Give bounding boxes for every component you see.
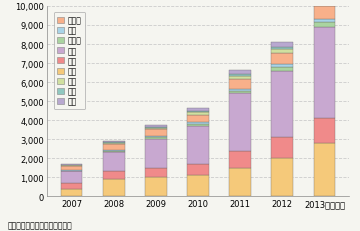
Bar — [60, 170, 82, 171]
Bar — [60, 171, 82, 172]
Bar — [229, 71, 251, 75]
Bar — [145, 138, 167, 140]
Bar — [145, 177, 167, 196]
Bar — [145, 127, 167, 128]
Bar — [60, 172, 82, 183]
Bar — [103, 142, 125, 143]
Bar — [187, 123, 209, 124]
Bar — [271, 67, 293, 71]
Bar — [314, 2, 336, 7]
Bar — [271, 48, 293, 49]
Bar — [103, 153, 125, 172]
Bar — [229, 91, 251, 94]
Bar — [187, 112, 209, 113]
Bar — [103, 145, 125, 150]
Bar — [314, 23, 336, 28]
Bar — [103, 172, 125, 179]
Bar — [187, 124, 209, 126]
Bar — [229, 80, 251, 89]
Bar — [229, 75, 251, 76]
Bar — [314, 119, 336, 143]
Bar — [60, 166, 82, 170]
Bar — [60, 189, 82, 196]
Bar — [314, 143, 336, 196]
Bar — [145, 130, 167, 137]
Bar — [60, 165, 82, 166]
Bar — [271, 54, 293, 65]
Bar — [145, 168, 167, 177]
Bar — [229, 76, 251, 80]
Bar — [271, 65, 293, 67]
Bar — [187, 164, 209, 176]
Bar — [271, 138, 293, 158]
Bar — [271, 43, 293, 48]
Text: 資料：大阪商工会議所より提供: 資料：大阪商工会議所より提供 — [7, 221, 72, 230]
Bar — [187, 176, 209, 196]
Bar — [314, 20, 336, 23]
Bar — [103, 150, 125, 151]
Bar — [187, 109, 209, 112]
Bar — [314, 28, 336, 119]
Bar — [145, 125, 167, 127]
Bar — [271, 49, 293, 54]
Bar — [60, 183, 82, 189]
Bar — [103, 179, 125, 196]
Bar — [145, 128, 167, 130]
Bar — [145, 140, 167, 168]
Bar — [187, 113, 209, 115]
Bar — [229, 89, 251, 91]
Bar — [145, 137, 167, 138]
Bar — [229, 168, 251, 196]
Bar — [187, 115, 209, 123]
Legend: 北海道, 東北, 北信越, 関東, 東海, 近畔, 中国, 四国, 九州: 北海道, 東北, 北信越, 関東, 東海, 近畔, 中国, 四国, 九州 — [54, 13, 85, 110]
Bar — [103, 151, 125, 153]
Bar — [229, 94, 251, 151]
Bar — [271, 71, 293, 138]
Bar — [271, 158, 293, 196]
Bar — [229, 151, 251, 168]
Bar — [314, 7, 336, 20]
Bar — [187, 126, 209, 164]
Bar — [103, 143, 125, 145]
Bar — [314, 0, 336, 2]
